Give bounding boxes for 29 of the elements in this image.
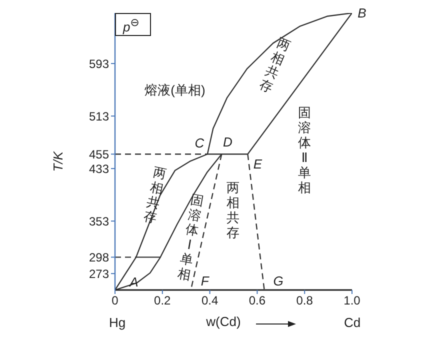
y-tick-label: 353	[88, 214, 110, 228]
x-tick-label: 0	[112, 294, 119, 308]
annotation: 两相共存	[226, 180, 240, 240]
y-tick-label: 513	[88, 109, 110, 124]
x-tick-label: 0.2	[154, 294, 172, 308]
y-tick-label: 273	[88, 266, 110, 281]
x-axis-title: w(Cd)	[205, 314, 242, 329]
annotation: B	[358, 6, 367, 21]
annotation: 熔液(单相)	[144, 82, 206, 98]
y-axis-title: T/K	[50, 150, 66, 172]
annotation: G	[273, 274, 284, 289]
y-tick-label: 298	[88, 250, 110, 264]
annotation: 两相共存	[142, 164, 168, 226]
y-tick-label: 593	[88, 56, 110, 71]
annotation: 两相共存	[257, 34, 293, 96]
annotation: C	[194, 136, 205, 151]
x-tick-label: 0.6	[248, 294, 266, 308]
text: Hg	[109, 315, 126, 330]
annotation: 固溶体Ⅱ单相	[298, 105, 312, 196]
y-tick-label: 433	[88, 162, 110, 176]
annotation: E	[253, 156, 262, 172]
y-tick-label: 455	[88, 147, 110, 162]
annotation: p$^{⊖}$	[123, 16, 140, 34]
annotation: D	[222, 134, 232, 150]
annotation: F	[200, 274, 210, 289]
text: Cd	[344, 315, 361, 330]
x-tick-label: 1.0	[344, 294, 361, 308]
x-tick-label: 0.8	[296, 294, 314, 308]
x-tick-label: 0.4	[201, 294, 218, 308]
